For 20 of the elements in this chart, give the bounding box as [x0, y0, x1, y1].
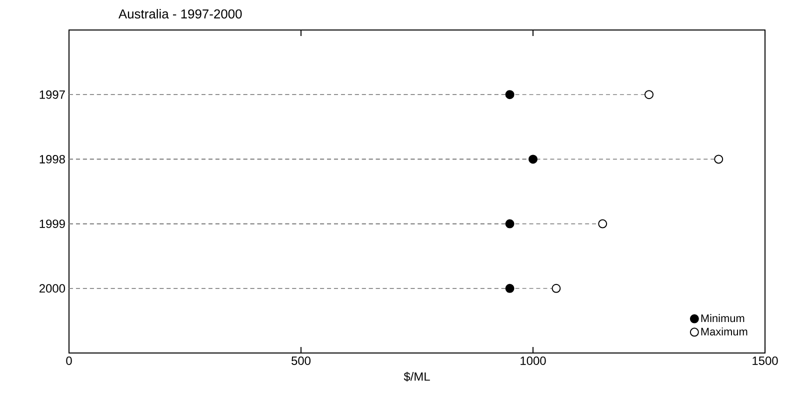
x-tick-label: 0: [66, 356, 72, 365]
point: [714, 154, 724, 164]
chart-title: Australia - 1997-2000: [118, 8, 242, 18]
point: [505, 284, 514, 293]
y-tick-label: 1998: [40, 154, 65, 164]
x-axis-title: $/ML: [404, 372, 430, 382]
point: [552, 284, 561, 293]
legend-label: Maximum: [701, 327, 748, 336]
point: [598, 219, 608, 228]
point: [505, 90, 514, 100]
y-tick-label: 1997: [40, 90, 65, 99]
point: [505, 219, 514, 228]
x-tick-label: 1000: [520, 356, 546, 365]
legend-label: Minimum: [701, 314, 744, 322]
point: [644, 90, 654, 100]
y-tick-label: 1999: [40, 220, 65, 228]
x-tick-label: 500: [292, 356, 311, 365]
y-tick-label: 2000: [39, 284, 66, 293]
point: [528, 154, 538, 164]
x-tick-label: 1500: [752, 356, 778, 365]
